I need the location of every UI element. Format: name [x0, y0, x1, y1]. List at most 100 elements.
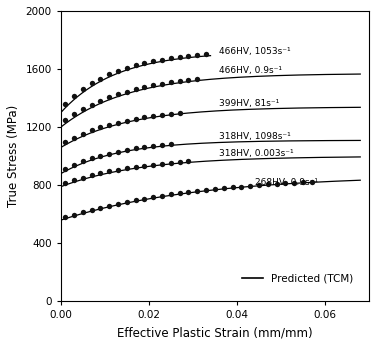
Point — [97, 153, 103, 158]
Point — [282, 181, 288, 186]
Point — [89, 128, 95, 133]
Point — [97, 125, 103, 130]
Point — [89, 173, 95, 178]
Point — [159, 81, 165, 86]
Point — [89, 156, 95, 161]
Point — [133, 198, 139, 203]
Point — [97, 205, 103, 210]
Point — [106, 72, 112, 77]
Point — [80, 107, 86, 112]
Point — [203, 187, 209, 193]
Point — [115, 167, 121, 173]
Point — [168, 111, 174, 116]
Point — [221, 185, 227, 191]
Point — [150, 143, 156, 149]
Point — [159, 57, 165, 62]
Point — [133, 116, 139, 121]
Point — [124, 89, 130, 94]
Point — [97, 98, 103, 103]
Point — [97, 171, 103, 176]
Point — [141, 196, 147, 201]
Point — [89, 81, 95, 86]
Point — [62, 166, 68, 172]
Point — [150, 83, 156, 88]
Point — [168, 192, 174, 197]
Point — [168, 55, 174, 61]
Point — [141, 115, 147, 120]
Point — [168, 80, 174, 85]
Point — [177, 79, 183, 84]
Point — [212, 186, 218, 192]
Point — [71, 135, 77, 140]
Point — [80, 86, 86, 92]
Point — [194, 76, 200, 82]
Text: 318HV, 1098s⁻¹: 318HV, 1098s⁻¹ — [219, 132, 291, 141]
Point — [141, 60, 147, 66]
Point — [168, 160, 174, 166]
Point — [71, 177, 77, 183]
Point — [62, 101, 68, 107]
X-axis label: Effective Plastic Strain (mm/mm): Effective Plastic Strain (mm/mm) — [117, 326, 313, 339]
Point — [80, 131, 86, 137]
Point — [97, 76, 103, 81]
Point — [229, 184, 235, 190]
Point — [141, 145, 147, 150]
Point — [177, 160, 183, 165]
Point — [177, 110, 183, 116]
Point — [80, 159, 86, 164]
Point — [150, 58, 156, 64]
Point — [80, 175, 86, 180]
Point — [115, 120, 121, 125]
Point — [185, 77, 191, 83]
Point — [62, 118, 68, 123]
Point — [300, 180, 306, 185]
Point — [159, 193, 165, 199]
Text: 466HV, 1053s⁻¹: 466HV, 1053s⁻¹ — [219, 47, 291, 56]
Point — [238, 184, 244, 189]
Point — [177, 54, 183, 60]
Point — [194, 188, 200, 194]
Point — [185, 53, 191, 59]
Point — [62, 180, 68, 186]
Point — [115, 149, 121, 154]
Text: 318HV, 0.003s⁻¹: 318HV, 0.003s⁻¹ — [219, 149, 294, 158]
Y-axis label: True Stress (MPa): True Stress (MPa) — [7, 105, 20, 207]
Point — [89, 102, 95, 108]
Point — [185, 159, 191, 164]
Point — [80, 209, 86, 215]
Point — [62, 215, 68, 220]
Point — [159, 112, 165, 117]
Point — [141, 84, 147, 90]
Point — [133, 164, 139, 170]
Point — [159, 143, 165, 148]
Point — [106, 94, 112, 100]
Point — [133, 62, 139, 68]
Point — [274, 181, 280, 186]
Point — [71, 212, 77, 217]
Point — [124, 118, 130, 123]
Point — [265, 182, 271, 187]
Point — [106, 203, 112, 208]
Point — [71, 112, 77, 117]
Point — [256, 182, 262, 188]
Point — [150, 162, 156, 167]
Point — [124, 199, 130, 205]
Point — [124, 147, 130, 153]
Point — [71, 93, 77, 99]
Point — [62, 139, 68, 145]
Point — [168, 142, 174, 147]
Text: 268HV, 0.9s⁻¹: 268HV, 0.9s⁻¹ — [255, 178, 318, 187]
Text: 399HV, 81s⁻¹: 399HV, 81s⁻¹ — [219, 99, 280, 108]
Point — [150, 194, 156, 200]
Legend: Predicted (TCM): Predicted (TCM) — [238, 269, 358, 288]
Point — [106, 151, 112, 156]
Point — [106, 169, 112, 174]
Point — [291, 180, 297, 185]
Point — [115, 201, 121, 207]
Point — [203, 52, 209, 57]
Point — [309, 179, 315, 184]
Point — [150, 113, 156, 119]
Point — [133, 86, 139, 92]
Point — [141, 163, 147, 169]
Point — [89, 207, 95, 212]
